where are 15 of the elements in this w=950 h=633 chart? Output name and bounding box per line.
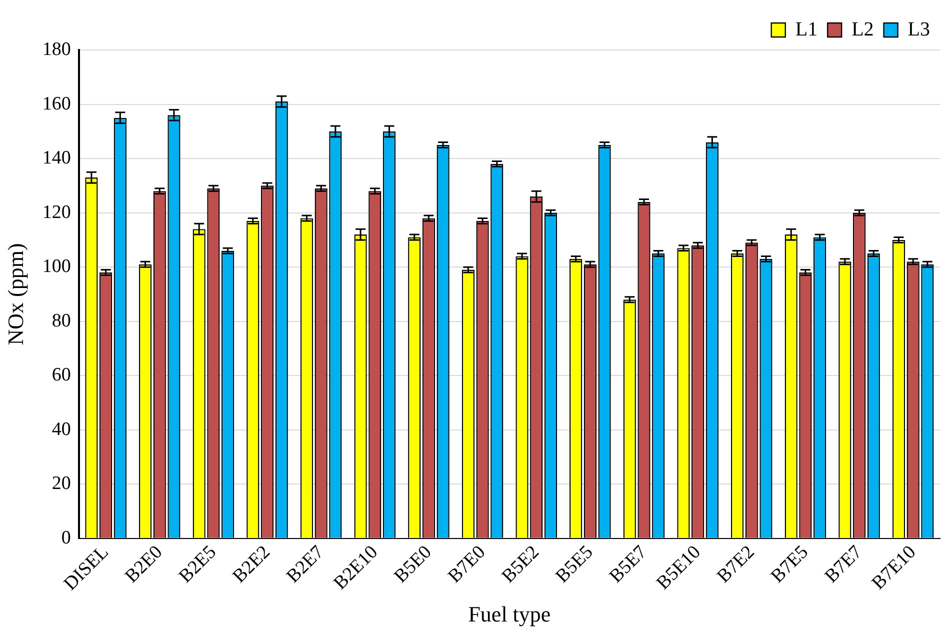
y-tick-label: 140 xyxy=(42,148,71,169)
legend-label: L3 xyxy=(908,18,930,40)
y-tick-label: 60 xyxy=(52,364,71,386)
legend-label: L2 xyxy=(852,18,874,40)
x-axis-title: Fuel type xyxy=(468,602,551,627)
y-tick-label: 120 xyxy=(42,202,71,223)
y-tick-label: 100 xyxy=(42,256,71,278)
y-tick-label: 0 xyxy=(61,527,71,548)
legend-label: L1 xyxy=(795,18,818,40)
y-tick-label: 20 xyxy=(52,473,71,494)
y-tick-label: 180 xyxy=(42,38,71,60)
y-tick-label: 160 xyxy=(42,93,71,114)
y-tick-label: 80 xyxy=(52,310,71,332)
y-tick-label: 40 xyxy=(52,418,71,440)
y-axis-title: NOx (ppm) xyxy=(2,243,28,346)
